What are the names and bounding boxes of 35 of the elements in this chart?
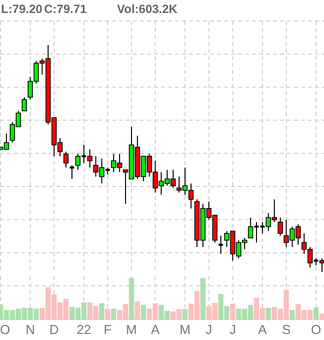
bar [111,308,116,320]
bar [134,302,140,320]
candlestick [63,151,69,168]
bar [266,308,272,320]
text: C:79.71 [44,2,88,16]
x-tick-label: S [282,322,291,337]
bar [319,314,324,320]
candlestick [218,235,223,254]
x-tick-label: A [150,322,160,337]
text: L:79.20 [1,2,43,16]
bar [140,304,146,320]
x-tick-label: J [206,322,212,337]
bar [290,310,295,320]
x-tick-label: M [180,322,190,337]
x-tick-label: F [104,322,112,337]
bar [99,303,104,320]
x-tick-label: M [126,322,137,337]
bar [200,278,206,320]
x-tick-label: D [49,322,59,337]
x-tick-label: A [258,322,268,337]
candlestick [70,164,74,180]
bar [313,307,319,320]
bar [182,309,188,320]
x-tick-label: 22 [76,322,92,337]
x-tick-label: O [0,322,10,337]
x-tick-label: O [310,322,322,337]
bar [230,304,236,320]
candlestick [278,217,283,236]
text: Vol:603.2K [117,2,178,16]
x-tick-label: J [229,322,236,337]
bar [128,278,134,320]
x-tick-label: N [26,322,35,337]
candlestick [22,96,27,112]
candlestick [4,133,10,150]
bar [105,308,110,320]
